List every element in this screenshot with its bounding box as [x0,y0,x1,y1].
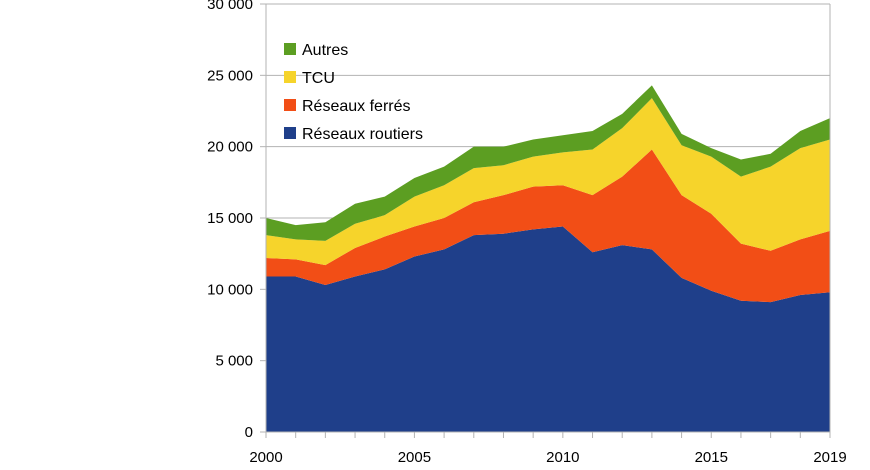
y-tick-label: 30 000 [207,0,253,13]
x-tick-label: 2010 [546,449,579,466]
y-tick-label: 10 000 [207,281,253,298]
legend-label: TCU [302,70,335,87]
y-tick-label: 20 000 [207,139,253,156]
y-axis-ticks: 0 5 000 10 000 15 000 20 000 25 000 30 000 [207,0,266,441]
legend-swatch [284,127,296,139]
area-reseaux-routiers [266,226,830,432]
x-tick-label: 2015 [695,449,728,466]
area-tcu [266,98,830,266]
legend-swatch [284,43,296,55]
area-reseaux-ferres [266,149,830,303]
area-autres [266,85,830,241]
legend-label: Réseaux ferrés [302,98,411,115]
y-tick-label: 5 000 [215,353,253,370]
legend-swatch [284,99,296,111]
legend-label: Autres [302,42,348,59]
x-tick-label: 2019 [813,449,846,466]
x-tick-label: 2000 [249,449,282,466]
legend-swatch [284,71,296,83]
y-tick-label: 0 [245,424,253,441]
legend: Autres TCU Réseaux ferrés Réseaux routiers [284,42,423,143]
y-tick-label: 15 000 [207,210,253,227]
x-axis-ticks: 2000 2005 2010 2015 2019 [249,432,847,466]
y-tick-label: 25 000 [207,67,253,84]
area-series [266,85,830,432]
x-tick-label: 2005 [398,449,431,466]
legend-label: Réseaux routiers [302,126,423,143]
